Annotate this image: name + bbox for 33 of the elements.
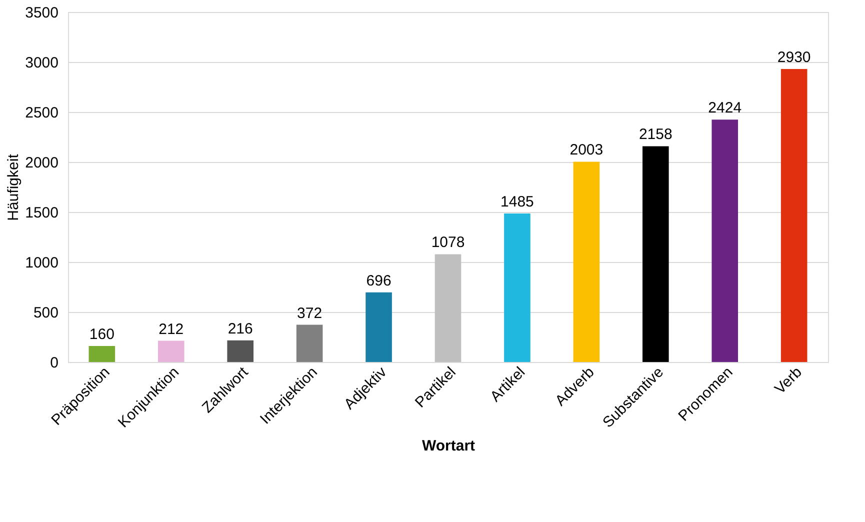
y-axis-title: Häufigkeit — [5, 153, 22, 221]
x-tick-label: Verb — [772, 364, 806, 398]
bar — [227, 340, 254, 362]
data-label: 372 — [297, 304, 322, 322]
bar — [573, 162, 600, 362]
bar — [88, 346, 116, 362]
y-tick-label: 2500 — [25, 104, 58, 122]
data-label: 1078 — [431, 234, 465, 252]
bar — [780, 69, 808, 362]
y-tick-label: 500 — [33, 304, 58, 322]
data-label: 160 — [89, 326, 114, 343]
data-label: 696 — [366, 272, 392, 290]
y-tick-label: 3500 — [25, 4, 58, 22]
y-tick-label: 1000 — [25, 254, 58, 272]
bar — [158, 340, 184, 362]
data-label: 212 — [158, 320, 184, 338]
bar — [642, 146, 669, 362]
data-label: 2424 — [708, 100, 742, 117]
x-axis-title: Wortart — [422, 438, 476, 455]
bar — [366, 292, 392, 362]
y-tick-label: 0 — [50, 354, 58, 372]
bar — [434, 254, 462, 362]
data-label: 216 — [228, 320, 253, 338]
y-tick-label: 2000 — [25, 154, 58, 172]
y-tick-label: 3000 — [25, 54, 58, 72]
data-label: 1485 — [500, 194, 534, 210]
bar — [712, 120, 738, 362]
data-label: 2003 — [570, 142, 604, 159]
y-tick-label: 1500 — [25, 204, 58, 222]
data-label: 2930 — [777, 49, 811, 66]
bar — [504, 214, 530, 362]
bar — [296, 324, 323, 362]
data-label: 2158 — [638, 126, 672, 144]
